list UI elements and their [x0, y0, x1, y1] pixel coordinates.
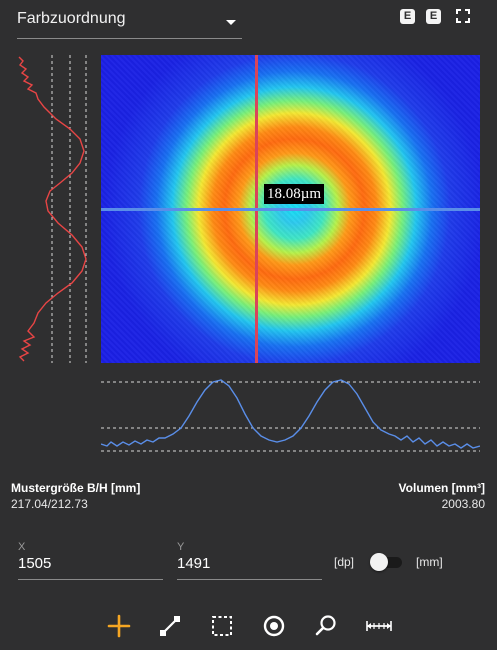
size-value: 217.04/212.73	[11, 497, 88, 511]
unit-toggle-knob[interactable]	[370, 553, 388, 571]
size-label: Mustergröße B/H [mm]	[11, 481, 141, 495]
x-field-label: X	[18, 541, 26, 553]
volume-label: Volumen [mm³]	[398, 481, 485, 495]
circle-target-icon[interactable]	[260, 612, 288, 640]
volume-value: 2003.80	[441, 497, 485, 511]
horizontal-cursor-line[interactable]	[101, 208, 480, 211]
zoom-icon[interactable]	[312, 612, 340, 640]
rect-select-icon[interactable]	[208, 612, 236, 640]
horizontal-profile-line	[101, 379, 480, 449]
unit-dp-label: [dp]	[334, 555, 355, 569]
colormap-dropdown[interactable]: Farbzuordnung	[17, 6, 242, 39]
vertical-profile	[14, 55, 94, 363]
distance-measure-icon[interactable]	[364, 612, 394, 640]
measurement-label: 18.08µm	[264, 184, 325, 204]
y-input[interactable]: 1491	[177, 549, 322, 580]
line-measure-icon[interactable]	[156, 612, 184, 640]
x-input[interactable]: 1505	[18, 549, 163, 580]
fullscreen-icon[interactable]	[455, 8, 471, 24]
export-button-1[interactable]: E	[400, 9, 415, 24]
y-field-label: Y	[177, 541, 185, 553]
chevron-down-icon	[226, 20, 236, 25]
horizontal-profile	[101, 372, 480, 457]
export-button-2[interactable]: E	[426, 9, 441, 24]
beam-profile-image[interactable]: 18.08µm	[101, 55, 480, 363]
vertical-profile-line	[18, 56, 87, 362]
unit-mm-label: [mm]	[416, 555, 443, 569]
colormap-dropdown-label: Farbzuordnung	[17, 10, 126, 27]
crosshair-icon[interactable]	[105, 612, 133, 640]
